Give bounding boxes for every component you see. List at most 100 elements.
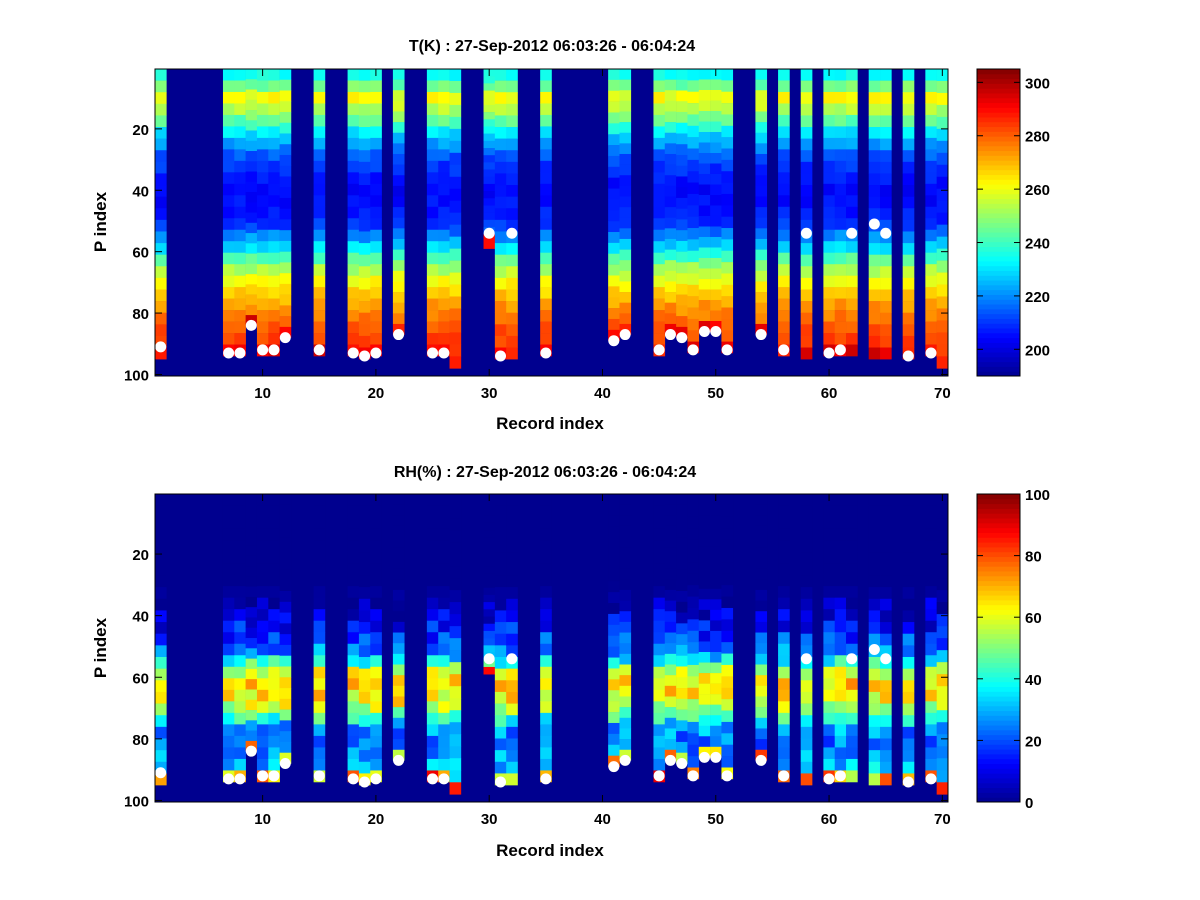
heatmap-cell bbox=[449, 722, 462, 735]
heatmap-cell bbox=[823, 609, 836, 622]
heatmap-cell bbox=[653, 666, 666, 679]
heatmap-cell bbox=[619, 270, 632, 282]
heatmap-cell bbox=[653, 758, 666, 771]
heatmap-cell bbox=[676, 111, 688, 124]
heatmap-cell bbox=[245, 263, 258, 275]
colorbar-segment bbox=[977, 763, 1020, 769]
heatmap-cell bbox=[834, 80, 847, 93]
heatmap-cell bbox=[347, 758, 360, 771]
heatmap-cell bbox=[721, 216, 734, 229]
heatmap-cell bbox=[710, 226, 722, 238]
heatmap-cell bbox=[506, 196, 518, 209]
heatmap-cell bbox=[449, 626, 462, 639]
heatmap-cell bbox=[846, 735, 858, 748]
heatmap-cell bbox=[449, 506, 462, 519]
heatmap-cell bbox=[925, 505, 937, 518]
heatmap-cell bbox=[710, 599, 722, 611]
heatmap-cell bbox=[664, 228, 677, 240]
heatmap-cell bbox=[268, 563, 280, 575]
heatmap-cell bbox=[540, 275, 552, 288]
heatmap-cell bbox=[687, 330, 700, 342]
humidity-panel: RH(%) : 27-Sep-2012 06:03:26 - 06:04:24 … bbox=[91, 464, 1050, 860]
heatmap-cell bbox=[936, 104, 949, 118]
heatmap-cell bbox=[540, 69, 552, 81]
heatmap-cell bbox=[392, 260, 405, 272]
heatmap-cell bbox=[834, 643, 847, 656]
heatmap-cell bbox=[358, 726, 371, 739]
x-tick-label: 20 bbox=[368, 811, 385, 828]
heatmap-cell bbox=[155, 622, 167, 635]
colorbar-frame bbox=[976, 68, 1021, 377]
heatmap-cell bbox=[755, 717, 768, 729]
humidity-x-ticks: 10 20 30 40 50 60 70 bbox=[254, 494, 951, 828]
heatmap-cell bbox=[687, 642, 700, 654]
heatmap-cell bbox=[155, 196, 167, 209]
heatmap-cell bbox=[880, 552, 892, 565]
heatmap-cell bbox=[846, 609, 858, 622]
heatmap-cell bbox=[234, 505, 246, 518]
colorbar-segment bbox=[977, 347, 1020, 353]
heatmap-cell bbox=[608, 286, 620, 298]
heatmap-cell bbox=[778, 69, 790, 81]
heatmap-cell bbox=[698, 662, 711, 674]
colorbar-segment bbox=[977, 169, 1020, 176]
colorbar-segment bbox=[977, 232, 1020, 238]
heatmap-cell bbox=[268, 264, 280, 276]
heatmap-cell bbox=[155, 563, 167, 576]
profile-length-marker bbox=[495, 776, 507, 788]
heatmap-cell bbox=[698, 69, 711, 80]
heatmap-cell bbox=[347, 69, 360, 81]
heatmap-column bbox=[698, 69, 711, 332]
heatmap-cell bbox=[268, 551, 280, 564]
heatmap-cell bbox=[279, 90, 292, 102]
heatmap-cell bbox=[245, 555, 258, 567]
heatmap-cell bbox=[540, 735, 552, 748]
heatmap-cell bbox=[868, 324, 881, 337]
heatmap-cell bbox=[313, 724, 326, 737]
heatmap-cell bbox=[664, 175, 677, 187]
heatmap-cell bbox=[540, 528, 552, 541]
heatmap-cell bbox=[868, 301, 881, 313]
heatmap-cell bbox=[800, 127, 813, 139]
heatmap-cell bbox=[880, 773, 892, 786]
heatmap-cell bbox=[664, 238, 677, 250]
heatmap-cell bbox=[268, 137, 280, 150]
heatmap-cell bbox=[222, 758, 235, 771]
heatmap-cell bbox=[347, 735, 360, 748]
heatmap-cell bbox=[438, 643, 450, 656]
heatmap-cell bbox=[370, 114, 382, 127]
heatmap-cell bbox=[608, 712, 620, 724]
heatmap-cell bbox=[676, 515, 688, 527]
heatmap-cell bbox=[902, 254, 915, 267]
heatmap-cell bbox=[392, 302, 405, 314]
heatmap-cell bbox=[222, 574, 235, 587]
profile-length-marker bbox=[359, 350, 371, 362]
heatmap-cell bbox=[347, 632, 360, 645]
heatmap-cell bbox=[608, 679, 620, 691]
heatmap-cell bbox=[687, 630, 700, 643]
heatmap-cell bbox=[925, 218, 937, 231]
heatmap-cell bbox=[925, 298, 937, 311]
heatmap-cell bbox=[902, 587, 915, 600]
heatmap-cell bbox=[245, 181, 258, 193]
heatmap-cell bbox=[936, 722, 949, 735]
heatmap-cell bbox=[483, 126, 496, 134]
colorbar-segment bbox=[977, 323, 1020, 329]
heatmap-cell bbox=[880, 324, 892, 337]
heatmap-cell bbox=[823, 160, 836, 173]
heatmap-cell bbox=[608, 559, 620, 571]
profile-length-marker bbox=[234, 347, 246, 359]
heatmap-cell bbox=[800, 750, 813, 763]
heatmap-cell bbox=[438, 747, 450, 760]
colorbar-segment bbox=[977, 289, 1020, 295]
heatmap-cell bbox=[687, 528, 700, 540]
heatmap-cell bbox=[392, 504, 405, 516]
heatmap-cell bbox=[279, 569, 292, 581]
heatmap-cell bbox=[483, 148, 496, 156]
colorbar-tick-label: 300 bbox=[1025, 75, 1050, 92]
heatmap-cell bbox=[392, 238, 405, 250]
heatmap-cell bbox=[392, 589, 405, 601]
colorbar-segment bbox=[977, 188, 1020, 195]
heatmap-cell bbox=[676, 547, 688, 559]
heatmap-cell bbox=[347, 724, 360, 737]
